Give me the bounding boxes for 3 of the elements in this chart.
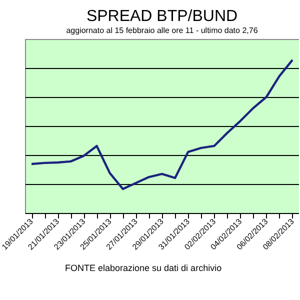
chart-subtitle: aggiornato al 15 febbraio alle ore 11 - ultimo dato 2,76	[66, 26, 258, 35]
chart-title: SPREAD BTP/BUND	[86, 8, 238, 25]
source-note: FONTE elaborazione su dati di archivio	[65, 263, 222, 273]
